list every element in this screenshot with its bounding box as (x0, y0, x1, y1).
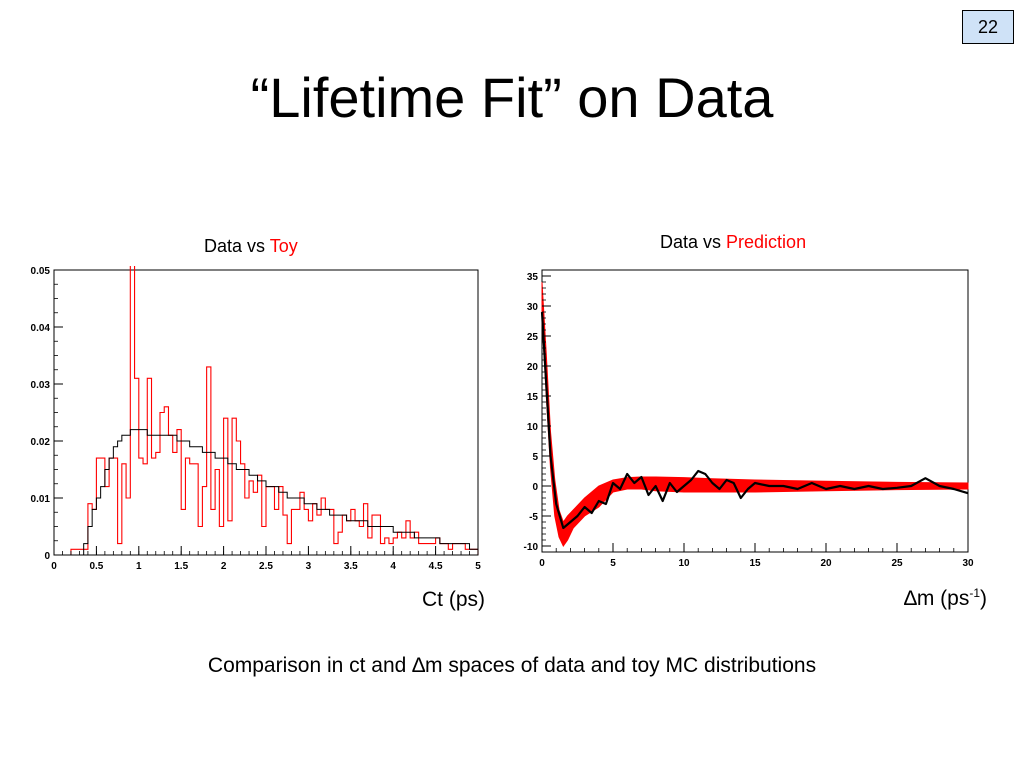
delta-symbol: ∆ (904, 587, 917, 610)
right-x-tick-label: 15 (749, 558, 761, 569)
left-y-tick-label: 0.02 (31, 437, 51, 448)
left-caption-prefix: Data vs (204, 236, 270, 256)
left-x-tick-label: 2 (221, 561, 227, 572)
left-x-tick-label: 4 (390, 561, 396, 572)
caption-symbol: ∆ (412, 654, 426, 677)
right-x-label-close: ) (980, 587, 988, 610)
ct-histogram-chart: 0 0.5 1 1.5 2 2.5 3 3.5 4 4.5 5 0 0.01 0.02 0.03 0.04 0.… (31, 266, 481, 572)
left-y-tick-label: 0.04 (31, 323, 51, 334)
page-number-badge: 22 (962, 10, 1014, 44)
right-x-tick-label: 25 (891, 558, 903, 569)
left-x-tick-label: 2.5 (259, 561, 273, 572)
figure-caption: Comparison in ct and ∆m spaces of data a… (0, 654, 1024, 678)
left-y-tick-label: 0.03 (31, 380, 51, 391)
right-y-tick-label: 15 (527, 392, 539, 403)
left-x-tick-label: 1.5 (174, 561, 188, 572)
right-y-tick-label: -10 (524, 542, 539, 553)
left-x-tick-label: 1 (136, 561, 142, 572)
left-x-tick-label: 4.5 (429, 561, 443, 572)
caption-before: Comparison in ct and (207, 654, 413, 677)
right-x-label-sup: -1 (969, 586, 981, 600)
right-x-tick-label: 30 (962, 558, 974, 569)
left-x-tick-label: 0.5 (89, 561, 103, 572)
right-x-label-main: m (ps (916, 587, 970, 610)
delta-m-chart: 0 5 10 15 20 25 30 -10 -5 0 5 10 15 20 25 30 35 (524, 269, 974, 569)
right-caption-accent: Prediction (726, 232, 807, 252)
right-y-tick-label: 0 (532, 482, 538, 493)
left-y-tick-label: 0 (44, 551, 50, 562)
right-y-tick-label: 5 (532, 452, 538, 463)
right-chart-caption: Data vs Prediction (660, 232, 806, 253)
right-x-tick-label: 0 (539, 558, 545, 569)
right-y-tick-label: 35 (527, 272, 539, 283)
right-y-tick-label: 10 (527, 422, 539, 433)
caption-after: m spaces of data and toy MC distribution… (425, 654, 817, 677)
prediction-band (541, 281, 969, 547)
data-histogram (54, 429, 479, 556)
left-x-tick-label: 3 (306, 561, 312, 572)
left-y-tick-label: 0.01 (31, 494, 51, 505)
left-y-tick-label: 0.05 (31, 266, 51, 277)
right-x-axis-title: ∆m (ps-1) (904, 586, 987, 611)
right-y-tick-label: 30 (527, 302, 539, 313)
slide-title: “Lifetime Fit” on Data (250, 66, 774, 129)
right-y-tick-label: -5 (529, 512, 538, 523)
right-x-tick-label: 20 (820, 558, 832, 569)
right-x-tick-label: 10 (678, 558, 690, 569)
left-x-tick-label: 3.5 (344, 561, 358, 572)
left-x-axis-title: Ct (ps) (422, 588, 485, 611)
data-curve (540, 311, 969, 530)
right-y-tick-label: 25 (527, 332, 539, 343)
left-caption-accent: Toy (269, 236, 298, 256)
right-caption-prefix: Data vs (660, 232, 727, 252)
right-x-tick-label: 5 (610, 558, 616, 569)
right-y-tick-label: 20 (527, 362, 539, 373)
left-x-tick-label: 5 (475, 561, 481, 572)
left-x-tick-label: 0 (51, 561, 57, 572)
right-plot-frame (541, 269, 969, 553)
left-chart-caption: Data vs Toy (204, 236, 298, 257)
